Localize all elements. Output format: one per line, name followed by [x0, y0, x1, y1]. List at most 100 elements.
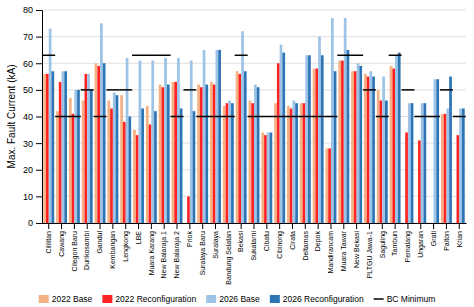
x-tick: New Bekasi — [353, 223, 360, 268]
bar — [141, 109, 144, 223]
legend-swatch — [374, 298, 384, 300]
x-tick: Cirata — [289, 223, 296, 250]
x-tick-label: Durikosambi — [83, 231, 90, 270]
bar — [303, 103, 306, 223]
x-tick-label: Paiton — [443, 231, 450, 251]
x-tick-mark — [254, 223, 255, 229]
x-tick-mark — [177, 223, 178, 229]
bar — [267, 132, 270, 223]
bar — [120, 95, 123, 223]
legend-item: 2026 Base — [206, 294, 260, 304]
x-tick-label: Cirata — [289, 231, 296, 250]
bar — [351, 71, 354, 223]
x-axis: CililitanCawangCilegon BaruDurikosambiGa… — [43, 223, 467, 285]
bar — [123, 122, 126, 223]
x-tick: Gandul — [96, 223, 103, 254]
x-tick-mark — [266, 223, 267, 229]
bar — [43, 74, 46, 223]
bar — [344, 18, 347, 223]
plot-area: 01020304050607080CililitanCawangCilegon … — [23, 5, 467, 284]
bc-minimum-dash — [81, 89, 94, 91]
x-tick-mark — [330, 223, 331, 229]
y-tick: 80 — [23, 5, 42, 15]
x-tick: New Balaraja 2 — [173, 223, 181, 278]
y-tick-mark — [36, 223, 42, 224]
bar — [292, 101, 295, 223]
x-tick-mark — [164, 223, 165, 229]
x-tick: Krian — [456, 223, 463, 247]
bar — [133, 130, 136, 223]
bar — [418, 140, 421, 223]
legend-label: BC Minimum — [387, 294, 436, 304]
bar — [56, 111, 59, 223]
y-axis-line — [36, 11, 43, 224]
legend-label: 2026 Base — [219, 294, 260, 304]
bar — [300, 103, 303, 223]
y-tick: 10 — [23, 192, 42, 202]
bar — [180, 109, 183, 223]
x-tick-label: Ungaran — [417, 231, 425, 258]
y-tick-mark — [36, 37, 42, 38]
x-tick-mark — [292, 223, 293, 229]
bar — [395, 55, 398, 223]
x-tick-mark — [100, 223, 101, 229]
bar — [257, 87, 260, 223]
bar — [402, 223, 405, 224]
x-tick-label: Cilegon Baru — [71, 231, 79, 272]
x-tick: Saguling — [379, 223, 387, 258]
bc-minimum-dash — [414, 116, 427, 118]
x-tick: Muara Karang — [148, 223, 156, 275]
bar — [313, 69, 316, 223]
bc-minimum-dash — [248, 116, 261, 118]
bar — [126, 58, 129, 223]
bar — [103, 63, 106, 223]
x-tick-label: Bekasi — [237, 231, 244, 252]
bar — [139, 61, 142, 223]
bar — [334, 71, 337, 223]
bar — [167, 85, 170, 223]
x-tick-label: Saguling — [379, 231, 387, 258]
bar — [244, 71, 247, 223]
y-tick: 60 — [23, 59, 42, 69]
bar — [295, 103, 298, 223]
x-tick: Cililitan — [45, 223, 52, 254]
bar — [457, 135, 460, 223]
bar — [444, 114, 447, 223]
bar — [328, 148, 331, 223]
x-tick: Kembangan — [109, 223, 117, 269]
bar — [277, 63, 280, 223]
x-tick: Durikosambi — [83, 223, 90, 270]
y-tick-mark — [36, 170, 42, 171]
x-tick-mark — [138, 223, 139, 229]
y-tick-label: 40 — [23, 112, 33, 122]
bar — [354, 71, 357, 223]
x-tick-label: Cililitan — [45, 231, 52, 254]
bc-minimum-dash — [389, 55, 402, 57]
bc-minimum-dash — [453, 116, 466, 118]
bar — [136, 135, 139, 223]
x-tick: Sukatarni — [250, 223, 257, 261]
y-tick-label: 60 — [23, 59, 33, 69]
y-tick-mark — [36, 143, 42, 144]
x-tick-mark — [61, 223, 62, 229]
bar — [241, 31, 244, 223]
bc-minimum-dash — [350, 55, 363, 57]
bar — [210, 82, 213, 223]
bar — [151, 61, 154, 223]
bc-minimum-dash — [158, 55, 171, 57]
bar — [218, 50, 221, 223]
grid-line — [42, 36, 466, 37]
bc-minimum-dash — [273, 116, 286, 118]
y-tick-label: 20 — [23, 165, 33, 175]
bc-minimum-dash — [376, 116, 389, 118]
bc-minimum-dash — [401, 89, 414, 91]
x-tick: LBE — [135, 223, 142, 244]
x-tick-mark — [279, 223, 280, 229]
grid-line — [42, 116, 466, 117]
x-tick-mark — [215, 223, 216, 229]
bar — [357, 63, 360, 223]
bar — [305, 55, 308, 223]
x-tick: Ungaran — [417, 223, 425, 258]
bar — [449, 77, 452, 223]
x-tick: New Balaraja 1 — [160, 223, 168, 278]
